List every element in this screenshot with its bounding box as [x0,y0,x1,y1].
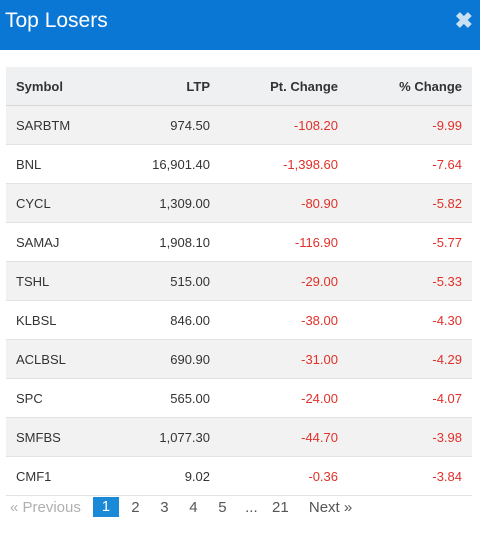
cell-symbol[interactable]: BNL [6,144,106,184]
cell-symbol[interactable]: ACLBSL [6,339,106,379]
pagination: « Previous 1 2 3 4 5 ... 21 Next » [10,497,352,517]
cell-pt-change: -29.00 [220,261,348,301]
cell-pct-change: -4.29 [348,339,472,379]
column-header-ltp[interactable]: LTP [106,67,220,106]
column-header-pt-change[interactable]: Pt. Change [220,67,348,106]
cell-ltp: 1,908.10 [106,222,220,262]
page-link-5[interactable]: 5 [218,498,227,516]
cell-ltp: 16,901.40 [106,144,220,184]
cell-pct-change: -7.64 [348,144,472,184]
cell-pt-change: -31.00 [220,339,348,379]
page-link-3[interactable]: 3 [160,498,169,516]
modal-header: Top Losers ✖ [0,0,480,50]
cell-symbol[interactable]: CMF1 [6,456,106,496]
table-row[interactable]: CMF1 9.02 -0.36 -3.84 [6,456,472,496]
cell-ltp: 690.90 [106,339,220,379]
table-row[interactable]: TSHL 515.00 -29.00 -5.33 [6,261,472,301]
cell-pct-change: -4.07 [348,378,472,418]
table-row[interactable]: CYCL 1,309.00 -80.90 -5.82 [6,183,472,223]
previous-page-link[interactable]: « Previous [10,498,81,516]
page-link-2[interactable]: 2 [131,498,140,516]
cell-symbol[interactable]: TSHL [6,261,106,301]
cell-pct-change: -3.84 [348,456,472,496]
table-row[interactable]: ACLBSL 690.90 -31.00 -4.29 [6,339,472,379]
page-link-1[interactable]: 1 [92,497,119,517]
table-row[interactable]: BNL 16,901.40 -1,398.60 -7.64 [6,144,472,184]
cell-pct-change: -4.30 [348,300,472,340]
cell-ltp: 9.02 [106,456,220,496]
modal-title: Top Losers [5,9,108,32]
cell-pt-change: -80.90 [220,183,348,223]
table-row[interactable]: SAMAJ 1,908.10 -116.90 -5.77 [6,222,472,262]
next-page-link[interactable]: Next » [308,498,353,516]
table-row[interactable]: KLBSL 846.00 -38.00 -4.30 [6,300,472,340]
table-row[interactable]: SARBTM 974.50 -108.20 -9.99 [6,105,472,145]
cell-pct-change: -5.82 [348,183,472,223]
cell-symbol[interactable]: CYCL [6,183,106,223]
column-header-symbol[interactable]: Symbol [6,67,106,106]
cell-ltp: 515.00 [106,261,220,301]
column-header-pct-change[interactable]: % Change [348,67,472,106]
cell-pt-change: -38.00 [220,300,348,340]
cell-ltp: 974.50 [106,105,220,145]
cell-ltp: 1,077.30 [106,417,220,457]
losers-table: Symbol LTP Pt. Change % Change SARBTM 97… [6,67,472,496]
page-ellipsis: ... [245,498,258,516]
cell-pt-change: -108.20 [220,105,348,145]
cell-ltp: 846.00 [106,300,220,340]
cell-pct-change: -5.77 [348,222,472,262]
table-row[interactable]: SMFBS 1,077.30 -44.70 -3.98 [6,417,472,457]
cell-pt-change: -1,398.60 [220,144,348,184]
cell-pt-change: -44.70 [220,417,348,457]
cell-symbol[interactable]: SAMAJ [6,222,106,262]
cell-ltp: 1,309.00 [106,183,220,223]
cell-ltp: 565.00 [106,378,220,418]
cell-pt-change: -0.36 [220,456,348,496]
cell-pct-change: -5.33 [348,261,472,301]
cell-symbol[interactable]: SARBTM [6,105,106,145]
cell-pct-change: -9.99 [348,105,472,145]
page-link-21[interactable]: 21 [272,498,289,516]
cell-pt-change: -116.90 [220,222,348,262]
table-row[interactable]: SPC 565.00 -24.00 -4.07 [6,378,472,418]
cell-pt-change: -24.00 [220,378,348,418]
cell-symbol[interactable]: SMFBS [6,417,106,457]
cell-symbol[interactable]: SPC [6,378,106,418]
cell-pct-change: -3.98 [348,417,472,457]
close-icon[interactable]: ✖ [454,8,473,33]
table-header-row: Symbol LTP Pt. Change % Change [6,67,472,106]
page-link-4[interactable]: 4 [189,498,198,516]
cell-symbol[interactable]: KLBSL [6,300,106,340]
